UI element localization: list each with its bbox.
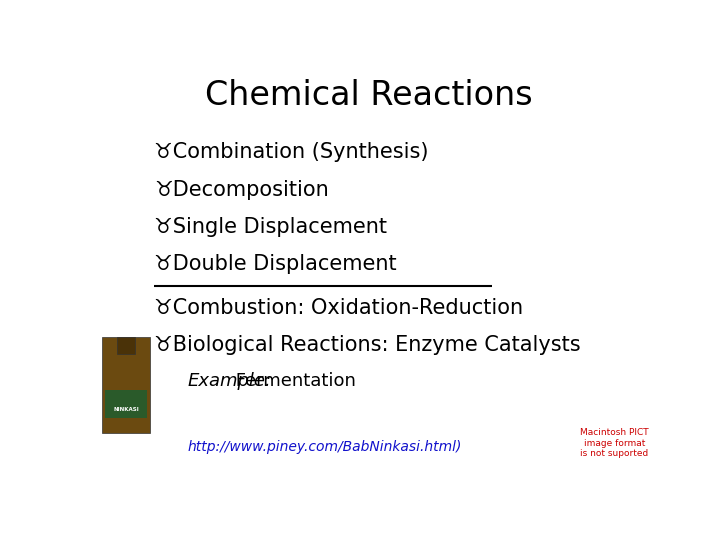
Text: ♉Decomposition: ♉Decomposition (154, 179, 329, 200)
FancyBboxPatch shape (102, 337, 150, 433)
Text: Chemical Reactions: Chemical Reactions (205, 79, 533, 112)
Text: ♉Combustion: Oxidation-Reduction: ♉Combustion: Oxidation-Reduction (154, 298, 523, 318)
FancyBboxPatch shape (117, 337, 135, 354)
Text: ♉Combination (Synthesis): ♉Combination (Synthesis) (154, 142, 428, 162)
Text: Example:: Example: (188, 372, 271, 390)
Text: ♉Double Displacement: ♉Double Displacement (154, 254, 397, 274)
FancyBboxPatch shape (104, 390, 148, 418)
Text: ♉Biological Reactions: Enzyme Catalysts: ♉Biological Reactions: Enzyme Catalysts (154, 335, 581, 355)
Text: NINKASI: NINKASI (113, 407, 139, 413)
Text: http://www.piney.com/BabNinkasi.html): http://www.piney.com/BabNinkasi.html) (188, 440, 462, 454)
Text: ♉Single Displacement: ♉Single Displacement (154, 217, 387, 237)
Text: Macintosh PICT
image format
is not suported: Macintosh PICT image format is not supor… (580, 428, 649, 458)
Text: Fermentation: Fermentation (230, 372, 356, 390)
